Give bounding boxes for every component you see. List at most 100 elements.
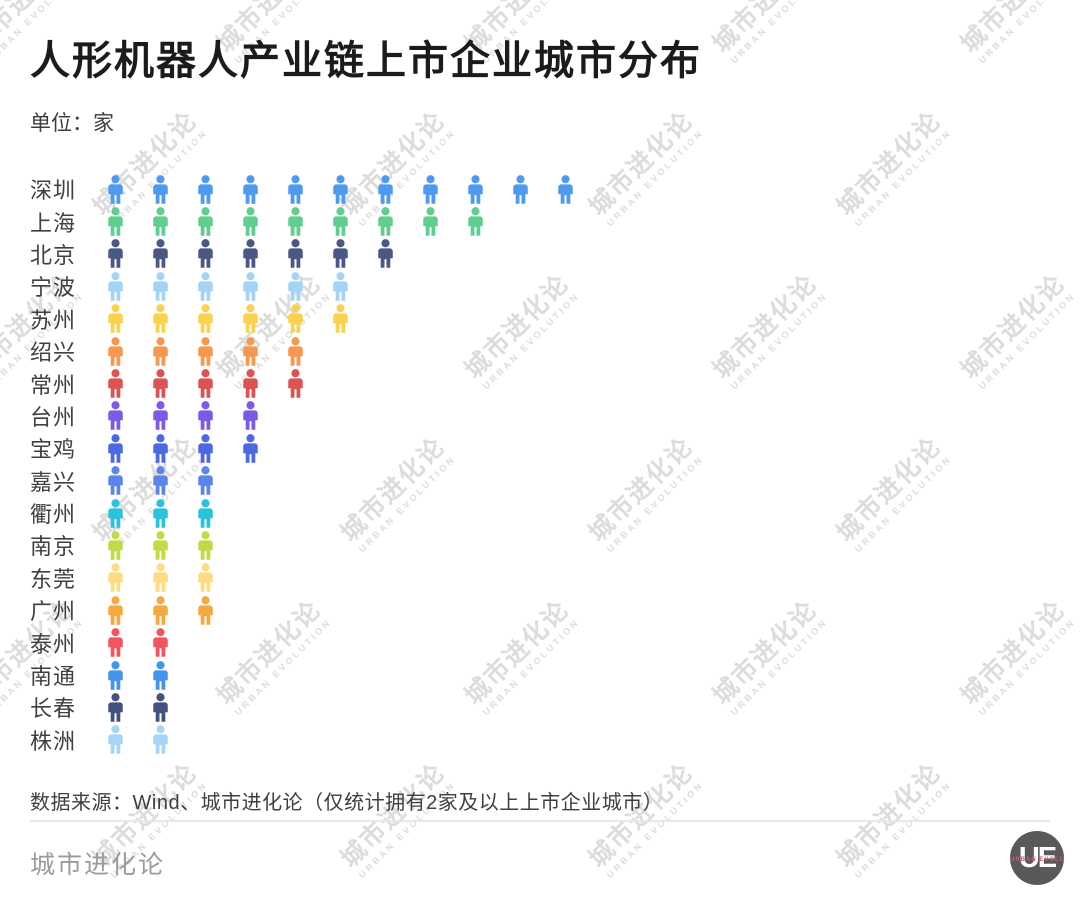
watermark-text-cn: 城市进化论 bbox=[583, 757, 699, 874]
watermark-text-en: URBAN EVOLUTION bbox=[976, 0, 1078, 65]
person-icon bbox=[329, 207, 352, 236]
person-icon bbox=[239, 433, 262, 463]
person-icon bbox=[149, 725, 172, 755]
person-icon bbox=[284, 174, 307, 204]
person-icon bbox=[149, 174, 172, 204]
person-icon bbox=[239, 207, 262, 236]
person-icon bbox=[194, 563, 217, 593]
person-icon bbox=[149, 693, 172, 722]
page-title: 人形机器人产业链上市企业城市分布 bbox=[30, 39, 702, 83]
person-icon bbox=[104, 369, 127, 398]
watermark-text-en: URBAN EVOLUTION bbox=[728, 0, 830, 65]
person-icon bbox=[149, 498, 172, 528]
person-icon bbox=[464, 207, 487, 236]
icon-group bbox=[104, 336, 329, 366]
city-label: 宁波 bbox=[30, 275, 77, 301]
person-icon bbox=[329, 239, 352, 269]
chart-row: 广州 bbox=[30, 594, 1050, 626]
person-icon bbox=[104, 660, 127, 690]
person-icon bbox=[104, 595, 127, 625]
person-icon bbox=[194, 336, 217, 366]
person-icon bbox=[104, 498, 127, 528]
person-icon bbox=[149, 466, 172, 495]
watermark-text-cn: 城市进化论 bbox=[831, 757, 947, 874]
person-icon bbox=[194, 498, 217, 528]
person-icon bbox=[239, 174, 262, 204]
brand-logo: UE URBAN EVOLUTION bbox=[1010, 831, 1064, 885]
person-icon bbox=[149, 433, 172, 463]
icon-group bbox=[104, 401, 284, 431]
city-label: 宝鸡 bbox=[30, 437, 77, 463]
icon-group bbox=[104, 563, 239, 593]
chart-row: 绍兴 bbox=[30, 335, 1050, 367]
divider bbox=[30, 820, 1050, 822]
person-icon bbox=[149, 595, 172, 625]
person-icon bbox=[104, 628, 127, 657]
city-label: 株洲 bbox=[30, 728, 77, 754]
person-icon bbox=[239, 369, 262, 398]
person-icon bbox=[284, 336, 307, 366]
watermark-text-cn: 城市进化论 bbox=[955, 0, 1071, 59]
person-icon bbox=[509, 174, 532, 204]
person-icon bbox=[104, 174, 127, 204]
chart-row: 深圳 bbox=[30, 173, 1050, 205]
icon-group bbox=[104, 531, 239, 560]
person-icon bbox=[104, 239, 127, 269]
person-icon bbox=[149, 239, 172, 269]
person-icon bbox=[284, 207, 307, 236]
person-icon bbox=[329, 174, 352, 204]
person-icon bbox=[419, 174, 442, 204]
person-icon bbox=[419, 207, 442, 236]
person-icon bbox=[194, 207, 217, 236]
icon-group bbox=[104, 693, 194, 722]
city-label: 嘉兴 bbox=[30, 469, 77, 495]
chart-row: 泰州 bbox=[30, 626, 1050, 658]
icon-group bbox=[104, 498, 239, 528]
city-label: 上海 bbox=[30, 210, 77, 236]
city-label: 苏州 bbox=[30, 307, 77, 333]
person-icon bbox=[104, 466, 127, 495]
person-icon bbox=[104, 531, 127, 560]
city-label: 台州 bbox=[30, 404, 77, 430]
watermark-text-cn: 城市进化论 bbox=[1071, 97, 1080, 230]
logo-ue-text: UE bbox=[1018, 841, 1057, 874]
city-label: 衢州 bbox=[30, 502, 77, 528]
chart-row: 东莞 bbox=[30, 562, 1050, 594]
brand-name: 城市进化论 bbox=[30, 851, 166, 879]
city-label: 南通 bbox=[30, 664, 77, 690]
icon-group bbox=[104, 304, 374, 333]
person-icon bbox=[554, 174, 577, 204]
person-icon bbox=[194, 531, 217, 560]
chart-row: 株洲 bbox=[30, 724, 1050, 756]
logo-subtext: URBAN EVOLUTION bbox=[1010, 857, 1064, 863]
person-icon bbox=[194, 433, 217, 463]
person-icon bbox=[149, 628, 172, 657]
icon-group bbox=[104, 174, 599, 204]
watermark-text-cn: 城市进化论 bbox=[707, 0, 823, 59]
person-icon bbox=[104, 693, 127, 722]
chart-row: 嘉兴 bbox=[30, 465, 1050, 497]
person-icon bbox=[284, 272, 307, 301]
watermark-text-en: URBAN EVOLUTION bbox=[852, 779, 954, 880]
chart-row: 上海 bbox=[30, 205, 1050, 237]
icon-group bbox=[104, 725, 194, 755]
city-label: 深圳 bbox=[30, 178, 77, 204]
person-icon bbox=[104, 433, 127, 463]
person-icon bbox=[284, 304, 307, 333]
person-icon bbox=[149, 272, 172, 301]
person-icon bbox=[149, 304, 172, 333]
chart-row: 苏州 bbox=[30, 303, 1050, 335]
city-label: 广州 bbox=[30, 599, 77, 625]
person-icon bbox=[104, 336, 127, 366]
pictogram-chart: 深圳 上海 北京 宁波 苏州 绍兴 常州 台州 宝鸡 嘉兴 衢州 南京 东莞 广州 泰州 南通 长春 株洲 bbox=[30, 173, 1050, 756]
person-icon bbox=[149, 660, 172, 690]
chart-row: 南通 bbox=[30, 659, 1050, 691]
city-label: 北京 bbox=[30, 242, 77, 268]
person-icon bbox=[104, 272, 127, 301]
